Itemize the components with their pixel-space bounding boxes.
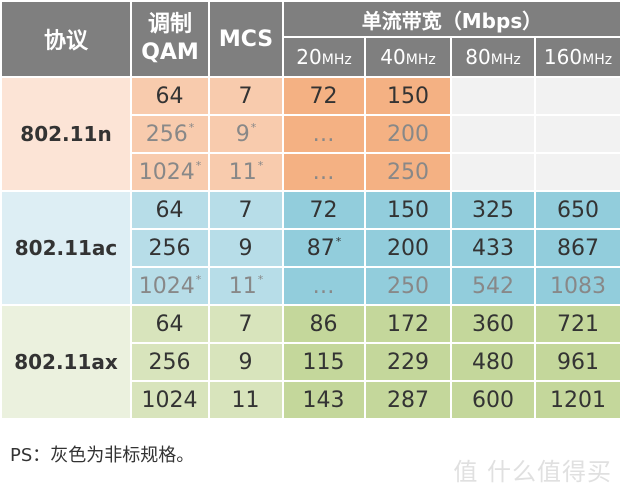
footnote: PS：灰色为非标规格。	[10, 445, 195, 466]
qam-cell: 64	[130, 304, 210, 344]
header-mcs: MCS	[208, 0, 284, 78]
table-row: 1024 11 143 287 600 1201	[1, 380, 620, 420]
rate-cell: …	[282, 152, 366, 192]
empty-cell	[533, 76, 620, 116]
rate-cell: 87*	[282, 228, 366, 268]
header-qam-line2: QAM	[141, 40, 199, 65]
table-row: 1024* 11*… 250 542 1083	[1, 266, 620, 306]
mcs-cell: 7	[208, 190, 284, 230]
mcs-cell: 9	[208, 228, 284, 268]
rate-cell: 721	[533, 304, 620, 344]
table-row: 1024* 11*… 250	[1, 152, 620, 192]
rate-cell: 650	[533, 190, 620, 230]
qam-cell: 64	[130, 76, 210, 116]
qam-cell: 64	[130, 190, 210, 230]
rate-cell: 115	[282, 342, 366, 382]
rate-cell: 250	[364, 266, 452, 306]
table-row: 256* 9*… 200	[1, 114, 620, 154]
protocol-cell: 802.11ax	[0, 304, 132, 420]
qam-cell: 256	[130, 228, 210, 268]
rate-cell: 360	[450, 304, 536, 344]
header-qam-line1: 调制	[147, 12, 192, 37]
protocol-cell: 802.11ac	[0, 190, 132, 306]
table-row: 802.11ax 64 7 86 172 360 721	[0, 304, 620, 420]
header-160mhz: 160MHz	[533, 36, 620, 78]
mcs-cell: 11*	[208, 152, 284, 192]
rate-cell: 433	[450, 228, 536, 268]
mcs-cell: 9*	[208, 114, 284, 154]
rate-cell: 72	[282, 76, 366, 116]
rate-cell: 200	[364, 228, 452, 268]
mcs-cell: 7	[208, 76, 284, 116]
empty-cell	[450, 114, 536, 154]
empty-cell	[533, 114, 620, 154]
table-row: 802.11n 64 7 72 150	[0, 76, 620, 192]
rate-cell: 200	[364, 114, 452, 154]
watermark: 值 什么值得买	[453, 458, 612, 486]
rate-cell: 150	[364, 190, 452, 230]
qam-cell: 1024*	[130, 266, 210, 306]
rate-cell: 961	[533, 342, 620, 382]
header-bandwidth: 单流带宽（Mbps）	[281, 0, 620, 38]
header-20mhz: 20MHz	[282, 36, 366, 78]
rate-cell: 172	[364, 304, 452, 344]
rate-cell: 229	[364, 342, 452, 382]
empty-cell	[533, 152, 620, 192]
rate-cell: 143	[282, 380, 366, 420]
mcs-cell: 11*	[208, 266, 284, 306]
qam-cell: 256	[130, 342, 210, 382]
rate-cell: 86	[282, 304, 366, 344]
table-row: 802.11ac 64 7 72 150 325 650	[0, 190, 620, 306]
mcs-cell: 11	[208, 380, 284, 420]
rate-cell: 542	[450, 266, 536, 306]
protocol-cell: 802.11n	[0, 76, 132, 192]
rate-cell: 287	[364, 380, 452, 420]
rate-cell: 72	[282, 190, 366, 230]
wifi-rate-table: 协议 调制 QAM MCS 单流带宽（Mbps） 20MHz 40MHz 80M…	[0, 0, 620, 420]
rate-cell: 250	[364, 152, 452, 192]
header-40mhz: 40MHz	[364, 36, 452, 78]
rate-cell: 1201	[533, 380, 620, 420]
rate-cell: 480	[450, 342, 536, 382]
mcs-cell: 7	[208, 304, 284, 344]
qam-cell: 256*	[130, 114, 210, 154]
qam-cell: 1024*	[130, 152, 210, 192]
rate-cell: 325	[450, 190, 536, 230]
qam-cell: 1024	[130, 380, 210, 420]
rate-cell: 1083	[533, 266, 620, 306]
rate-cell: …	[282, 114, 366, 154]
table-row: 256 9 87* 200 433 867	[1, 228, 620, 268]
header-protocol: 协议	[0, 0, 132, 78]
empty-cell	[450, 76, 536, 116]
rate-cell: …	[282, 266, 366, 306]
header-qam: 调制 QAM	[130, 0, 210, 78]
rate-cell: 867	[533, 228, 620, 268]
rate-cell: 600	[450, 380, 536, 420]
table-row: 256 9 115 229 480 961	[1, 342, 620, 382]
mcs-cell: 9	[208, 342, 284, 382]
rate-cell: 150	[364, 76, 452, 116]
header-80mhz: 80MHz	[450, 36, 536, 78]
empty-cell	[450, 152, 536, 192]
